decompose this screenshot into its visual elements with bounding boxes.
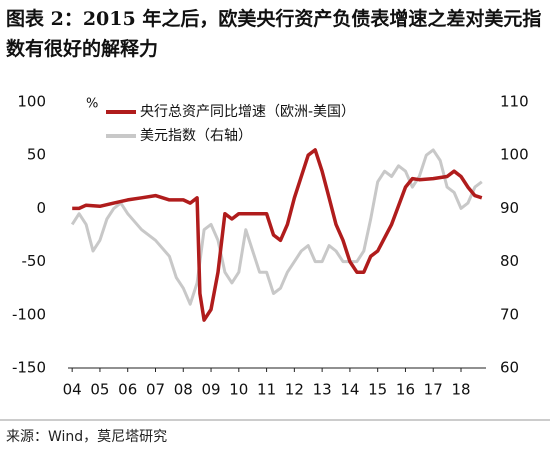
y-tick-label: -100	[12, 305, 46, 323]
series-line	[72, 148, 483, 322]
x-tick-label: 18	[451, 381, 470, 399]
x-tick-label: 09	[201, 381, 220, 399]
x-tick-label: 13	[313, 381, 332, 399]
x-tick-label: 07	[146, 381, 165, 399]
x-tick-label: 04	[63, 381, 82, 399]
x-tick-label: 05	[90, 381, 109, 399]
x-tick-label: 16	[396, 381, 415, 399]
y2-tick-label: 70	[500, 305, 519, 323]
y-tick-label: -150	[12, 359, 46, 377]
y2-tick-label: 60	[500, 359, 519, 377]
chart-title: 图表 2：2015 年之后，欧美央行资产负债表增速之差对美元指数有很好的解释力	[6, 8, 542, 60]
x-tick-label: 17	[424, 381, 443, 399]
y2-tick-label: 110	[500, 93, 529, 111]
x-tick-label: 15	[368, 381, 387, 399]
y-tick-label: 50	[27, 146, 46, 164]
y-axis-label: %	[86, 97, 98, 112]
y2-tick-label: 90	[500, 199, 519, 217]
y-tick-label: 100	[17, 93, 46, 111]
y-tick-label: 0	[36, 199, 46, 217]
series-line	[70, 148, 483, 306]
y2-tick-label: 100	[500, 146, 529, 164]
x-tick-label: 14	[340, 381, 359, 399]
y2-tick-label: 80	[500, 252, 519, 270]
x-tick-label: 12	[285, 381, 304, 399]
x-tick-label: 10	[229, 381, 248, 399]
legend-label: 美元指数（右轴）	[140, 128, 252, 144]
y-tick-label: -50	[22, 252, 47, 270]
legend-label: 央行总资产同比增速（欧洲-美国）	[140, 104, 355, 120]
x-tick-label: 11	[257, 381, 276, 399]
x-tick-label: 06	[118, 381, 137, 399]
x-tick-label: 08	[174, 381, 193, 399]
source-note: 来源：Wind，莫尼塔研究	[6, 429, 168, 445]
